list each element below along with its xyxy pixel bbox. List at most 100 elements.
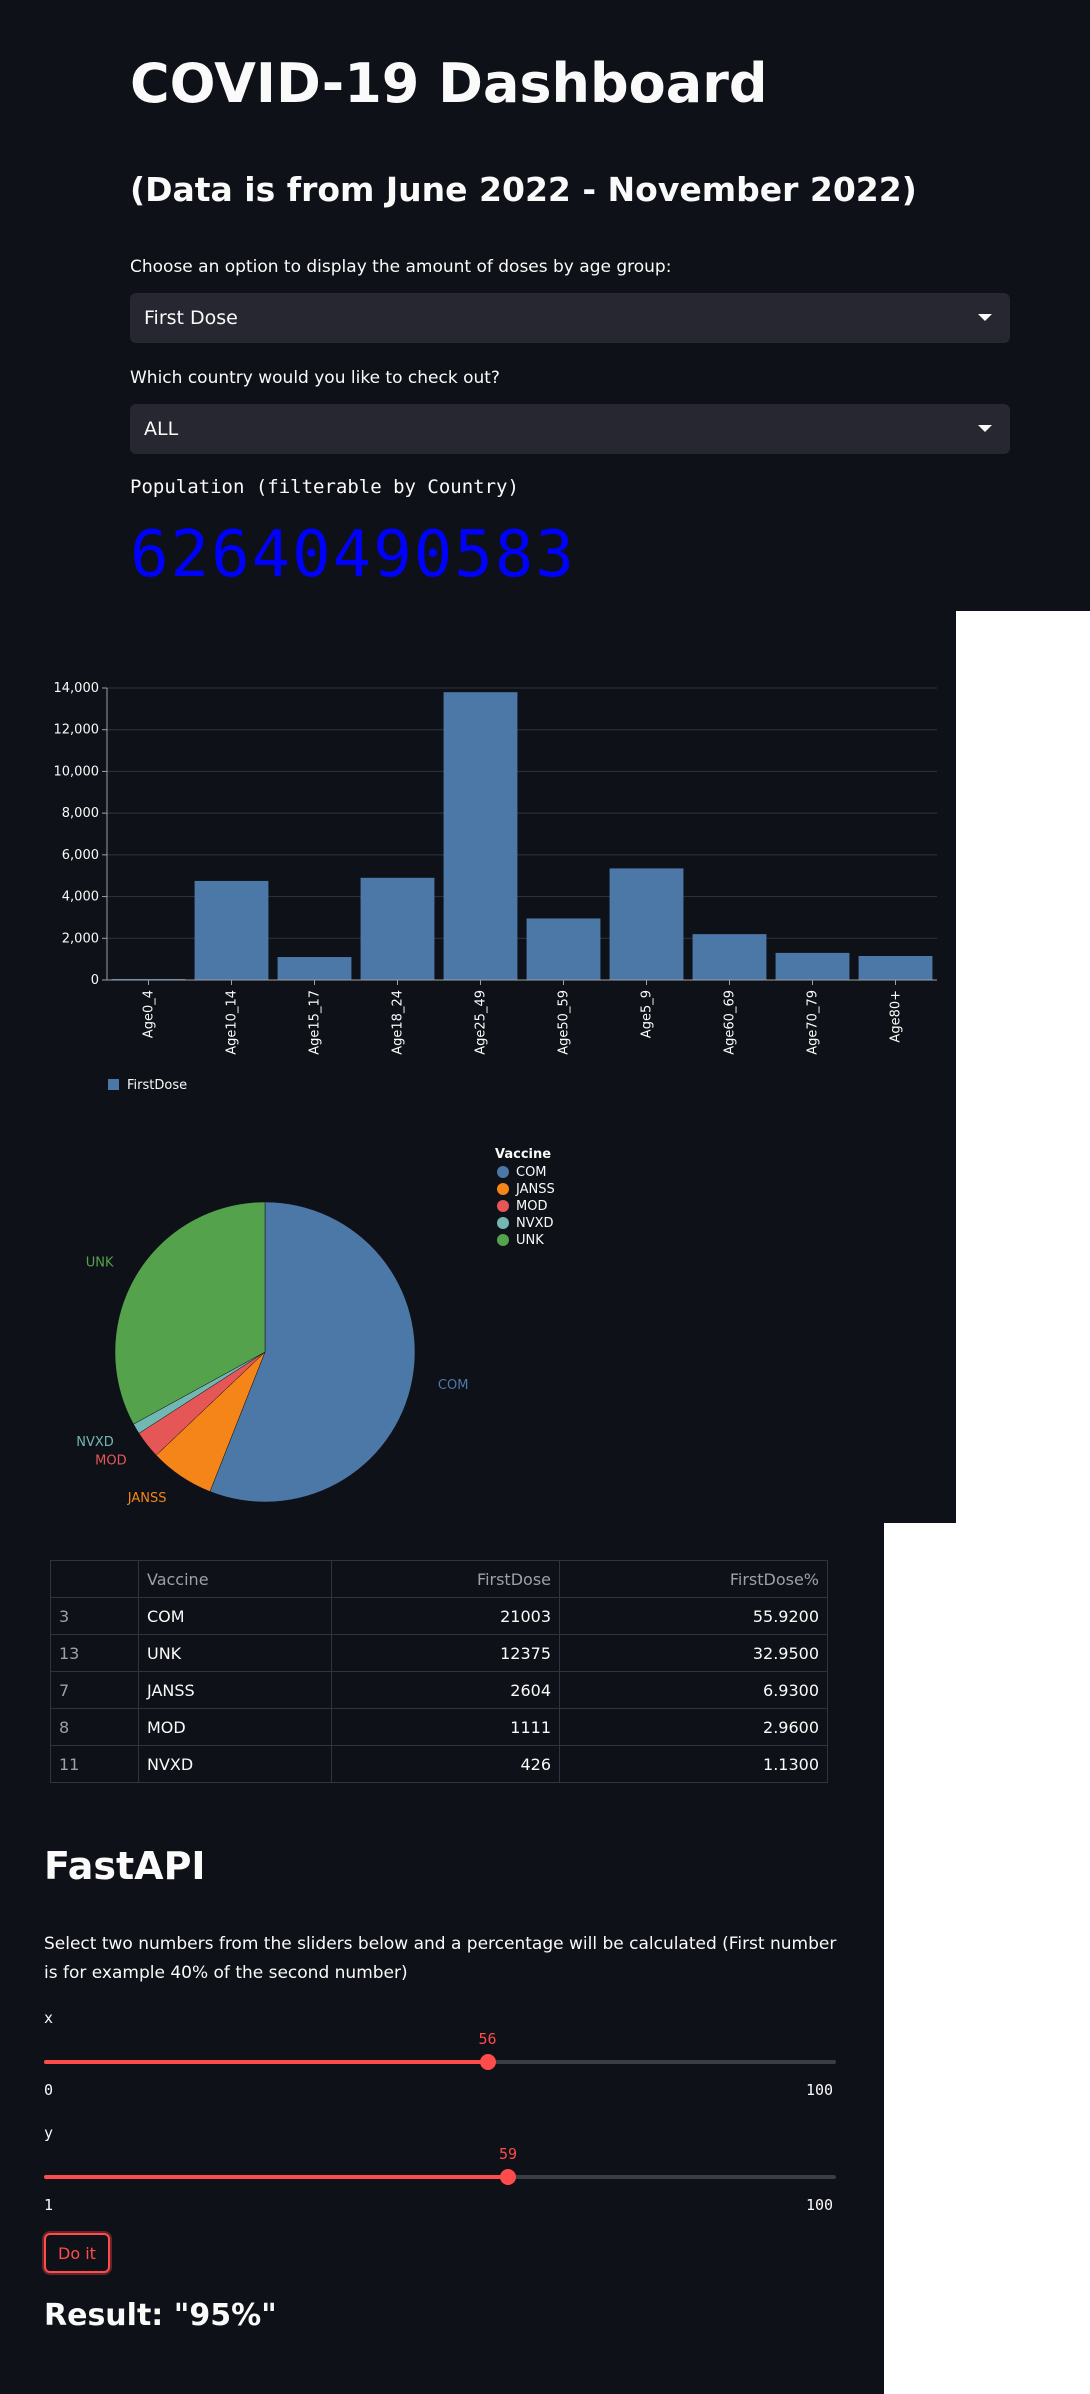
pie-label-janss: JANSS <box>127 1491 167 1506</box>
slider-x-min: 0 <box>44 2081 54 2099</box>
table-cell-firstdose: 2604 <box>331 1671 560 1709</box>
pie-label-unk: UNK <box>86 1255 114 1270</box>
y-tick-label: 14,000 <box>54 681 100 696</box>
bar-chart: 02,0004,0006,0008,00010,00012,00014,000 … <box>54 681 937 1093</box>
table-cell-vaccine: NVXD <box>138 1745 332 1783</box>
table-cell-firstdose-pct: 55.9200 <box>559 1597 828 1635</box>
legend-swatch-firstdose <box>108 1079 119 1090</box>
country-select-value: ALL <box>144 418 179 440</box>
table-header-vaccine: Vaccine <box>138 1560 332 1598</box>
table-cell-firstdose-pct: 6.9300 <box>559 1671 828 1709</box>
slider-y-min: 1 <box>44 2196 54 2214</box>
slider-y-value: 59 <box>498 2145 518 2163</box>
bar-age60-69 <box>692 934 767 980</box>
legend-swatch-nvxd <box>497 1217 509 1229</box>
y-tick-label: 4,000 <box>62 890 99 905</box>
table-row: 11 NVXD 426 1.1300 <box>50 1745 828 1783</box>
table-row: 13 UNK 12375 32.9500 <box>50 1634 828 1672</box>
pie-label-com: COM <box>438 1378 469 1393</box>
slider-y-thumb[interactable] <box>500 2169 516 2185</box>
x-tick-label: Age5_9 <box>640 990 655 1038</box>
y-tick-label: 2,000 <box>62 931 99 946</box>
bar-age15-17 <box>277 957 352 980</box>
table-row: 7 JANSS 2604 6.9300 <box>50 1671 828 1709</box>
table-cell-vaccine: COM <box>138 1597 332 1635</box>
country-select-label: Which country would you like to check ou… <box>130 368 500 388</box>
bar-chart-x-axis: Age0_4 Age10_14 Age15_17 Age18_24 Age25_49 Ag… <box>107 979 937 1055</box>
x-tick-label: Age0_4 <box>142 990 157 1038</box>
pie-slice-unk <box>114 1201 266 1425</box>
do-it-button[interactable]: Do it <box>44 2233 110 2273</box>
slider-y[interactable]: 59 <box>44 2145 836 2185</box>
country-select[interactable]: ALL <box>130 404 1010 454</box>
pie-chart-legend: Vaccine COM JANSS MOD NVXD UNK <box>495 1147 555 1248</box>
bar-chart-bars <box>111 692 933 980</box>
table-header-firstdose-pct: FirstDose% <box>559 1560 828 1598</box>
legend-label-com: COM <box>516 1165 547 1180</box>
legend-swatch-mod <box>497 1200 509 1212</box>
table-cell-firstdose-pct: 1.1300 <box>559 1745 828 1783</box>
slider-x-max: 100 <box>806 2081 834 2099</box>
vaccine-table: Vaccine FirstDose FirstDose% 3 COM 21003… <box>50 1560 828 1783</box>
metric-value: 62640490583 <box>130 518 576 592</box>
table-header-firstdose: FirstDose <box>331 1560 560 1598</box>
table-cell-index: 13 <box>50 1634 139 1672</box>
bar-age80- <box>858 956 933 980</box>
y-tick-label: 6,000 <box>62 848 99 863</box>
table-cell-index: 11 <box>50 1745 139 1783</box>
pie-label-nvxd: NVXD <box>76 1435 114 1450</box>
table-cell-vaccine: MOD <box>138 1708 332 1746</box>
x-tick-label: Age15_17 <box>308 990 323 1055</box>
chevron-down-icon <box>978 314 992 321</box>
pie-chart-slices <box>114 1201 416 1503</box>
y-tick-label: 8,000 <box>62 806 99 821</box>
table-cell-vaccine: JANSS <box>138 1671 332 1709</box>
table-cell-firstdose-pct: 32.9500 <box>559 1634 828 1672</box>
bar-age18-24 <box>360 877 435 980</box>
page-title: COVID-19 Dashboard <box>130 52 768 115</box>
table-row: 3 COM 21003 55.9200 <box>50 1597 828 1635</box>
legend-swatch-janss <box>497 1183 509 1195</box>
bar-age5-9 <box>609 868 684 980</box>
slider-x[interactable]: 56 <box>44 2030 836 2070</box>
table-cell-vaccine: UNK <box>138 1634 332 1672</box>
metric-label: Population (filterable by Country) <box>130 476 519 498</box>
x-tick-label: Age50_59 <box>557 990 572 1055</box>
chevron-down-icon <box>978 425 992 432</box>
table-cell-firstdose: 21003 <box>331 1597 560 1635</box>
table-cell-firstdose-pct: 2.9600 <box>559 1708 828 1746</box>
x-tick-label: Age70_79 <box>806 990 821 1055</box>
slider-x-label: x <box>44 2009 54 2027</box>
x-tick-label: Age10_14 <box>225 990 240 1055</box>
legend-label-mod: MOD <box>516 1199 547 1214</box>
x-tick-label: Age25_49 <box>474 990 489 1055</box>
dose-select-label: Choose an option to display the amount o… <box>130 257 672 277</box>
slider-y-max: 100 <box>806 2196 834 2214</box>
slider-x-value: 56 <box>478 2030 497 2048</box>
legend-swatch-com <box>497 1166 509 1178</box>
legend-label-nvxd: NVXD <box>516 1216 554 1231</box>
slider-x-thumb[interactable] <box>479 2054 496 2070</box>
dose-select[interactable]: First Dose <box>130 293 1010 343</box>
slider-y-fill <box>44 2175 508 2179</box>
table-cell-firstdose: 1111 <box>331 1708 560 1746</box>
table-header-row: Vaccine FirstDose FirstDose% <box>50 1560 828 1598</box>
y-tick-label: 12,000 <box>54 723 100 738</box>
table-cell-firstdose: 12375 <box>331 1634 560 1672</box>
fastapi-heading: FastAPI <box>44 1844 206 1888</box>
x-tick-label: Age80+ <box>889 990 904 1043</box>
bar-age25-49 <box>443 692 518 980</box>
y-tick-label: 10,000 <box>54 764 100 779</box>
legend-label-unk: UNK <box>516 1233 544 1248</box>
fastapi-description: Select two numbers from the sliders belo… <box>44 1934 837 1983</box>
x-tick-label: Age60_69 <box>723 990 738 1055</box>
pie-slice-com <box>209 1201 416 1503</box>
dose-select-value: First Dose <box>144 307 238 329</box>
table-cell-index: 7 <box>50 1671 139 1709</box>
pie-chart: COM JANSS MOD NVXD UNK Vaccine COM JANSS MOD NV… <box>76 1147 555 1506</box>
legend-label-janss: JANSS <box>515 1182 555 1197</box>
pie-label-mod: MOD <box>95 1454 126 1469</box>
pie-chart-labels: COM JANSS MOD NVXD UNK <box>76 1255 468 1506</box>
page-subtitle: (Data is from June 2022 - November 2022) <box>130 170 917 209</box>
bar-age70-79 <box>775 952 850 980</box>
